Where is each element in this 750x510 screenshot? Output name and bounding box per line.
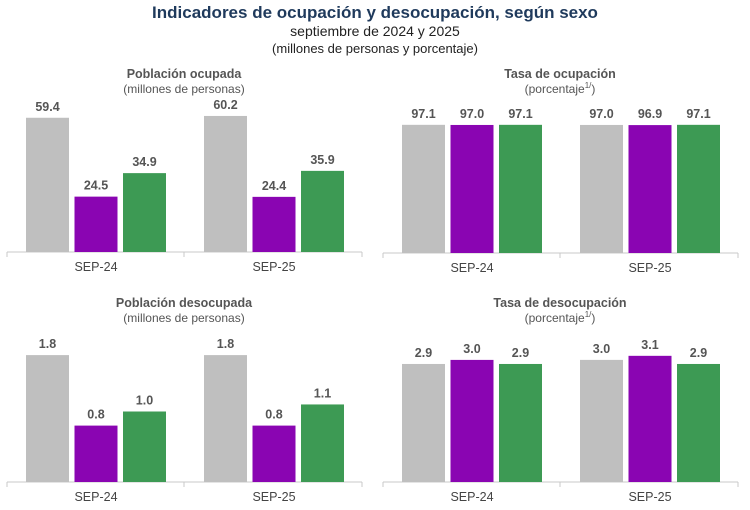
data-label: 35.9 bbox=[310, 153, 334, 167]
bar bbox=[499, 363, 542, 482]
category-label: SEP-24 bbox=[74, 260, 117, 274]
bar bbox=[301, 170, 344, 252]
figure-subtitle: septiembre de 2024 y 2025 bbox=[290, 23, 460, 39]
bar bbox=[123, 411, 166, 482]
figure-title: Indicadores de ocupación y desocupación,… bbox=[152, 3, 598, 22]
bar bbox=[252, 425, 296, 482]
chart-title: Población desocupada bbox=[116, 296, 253, 310]
data-label: 24.4 bbox=[262, 179, 286, 193]
bar bbox=[580, 124, 623, 254]
data-label: 24.5 bbox=[84, 179, 108, 193]
data-label: 97.0 bbox=[589, 107, 613, 121]
chart-subtitle-text: (millones de personas) bbox=[123, 82, 244, 96]
bar bbox=[26, 355, 69, 482]
bar bbox=[580, 359, 623, 482]
data-label: 3.0 bbox=[593, 342, 610, 356]
data-label: 59.4 bbox=[35, 100, 59, 114]
category-label: SEP-24 bbox=[450, 490, 493, 504]
chart-panel-2: Tasa de ocupación(porcentaje1/) SEP-24 97.… bbox=[382, 67, 739, 275]
data-label: 0.8 bbox=[87, 408, 104, 422]
category-label: SEP-25 bbox=[252, 490, 295, 504]
data-label: 3.1 bbox=[641, 338, 658, 352]
data-label: 2.9 bbox=[512, 346, 529, 360]
chart-panel-4: Tasa de desocupación(porcentaje1/) SEP-24… bbox=[382, 296, 739, 504]
data-label: 34.9 bbox=[132, 155, 156, 169]
chart-subtitle: (porcentaje1/) bbox=[525, 310, 596, 325]
category-label: SEP-25 bbox=[628, 261, 671, 275]
bar bbox=[204, 355, 247, 482]
category-label: SEP-25 bbox=[628, 490, 671, 504]
figure-units: (millones de personas y porcentaje) bbox=[272, 41, 478, 56]
chart-title: Tasa de ocupación bbox=[504, 67, 616, 81]
bar bbox=[26, 117, 69, 252]
bar bbox=[628, 355, 672, 482]
chart-subtitle-end: ) bbox=[591, 311, 595, 325]
data-label: 97.1 bbox=[508, 107, 532, 121]
data-label: 1.8 bbox=[217, 337, 234, 351]
chart-subtitle: (millones de personas) bbox=[123, 82, 244, 96]
bar bbox=[402, 363, 445, 482]
data-label: 1.8 bbox=[39, 337, 56, 351]
bar bbox=[450, 124, 494, 254]
data-label: 97.0 bbox=[460, 107, 484, 121]
bar bbox=[677, 124, 720, 253]
data-label: 2.9 bbox=[415, 346, 432, 360]
bar bbox=[499, 124, 542, 253]
data-label: 1.1 bbox=[314, 386, 331, 400]
bar bbox=[450, 359, 494, 482]
chart-subtitle: (millones de personas) bbox=[123, 311, 244, 325]
data-label: 0.8 bbox=[265, 408, 282, 422]
footnote-marker: 1/ bbox=[585, 81, 592, 90]
category-label: SEP-24 bbox=[74, 490, 117, 504]
bar bbox=[74, 425, 118, 482]
data-label: 60.2 bbox=[213, 98, 237, 112]
bar bbox=[252, 196, 296, 252]
data-label: 96.9 bbox=[638, 107, 662, 121]
chart-subtitle-text: (millones de personas) bbox=[123, 311, 244, 325]
bar bbox=[74, 196, 118, 252]
chart-subtitle: (porcentaje1/) bbox=[525, 81, 596, 96]
bar bbox=[628, 125, 672, 253]
bar bbox=[677, 363, 720, 482]
data-label: 2.9 bbox=[690, 346, 707, 360]
chart-subtitle-end: ) bbox=[591, 82, 595, 96]
data-label: 1.0 bbox=[136, 394, 153, 408]
chart-subtitle-text: (porcentaje bbox=[525, 311, 585, 325]
footnote-marker: 1/ bbox=[585, 310, 592, 319]
bar bbox=[301, 404, 344, 482]
chart-panel-3: Población desocupada(millones de persona… bbox=[6, 296, 363, 504]
data-label: 97.1 bbox=[686, 107, 710, 121]
bar bbox=[123, 173, 166, 252]
data-label: 3.0 bbox=[463, 342, 480, 356]
chart-title: Tasa de desocupación bbox=[493, 296, 626, 310]
category-label: SEP-24 bbox=[450, 261, 493, 275]
chart-title: Población ocupada bbox=[127, 67, 243, 81]
bar bbox=[204, 115, 247, 252]
bar bbox=[402, 124, 445, 253]
chart-subtitle-text: (porcentaje bbox=[525, 82, 585, 96]
data-label: 97.1 bbox=[411, 107, 435, 121]
category-label: SEP-25 bbox=[252, 260, 295, 274]
chart-panel-1: Población ocupada(millones de personas) S… bbox=[6, 67, 363, 274]
